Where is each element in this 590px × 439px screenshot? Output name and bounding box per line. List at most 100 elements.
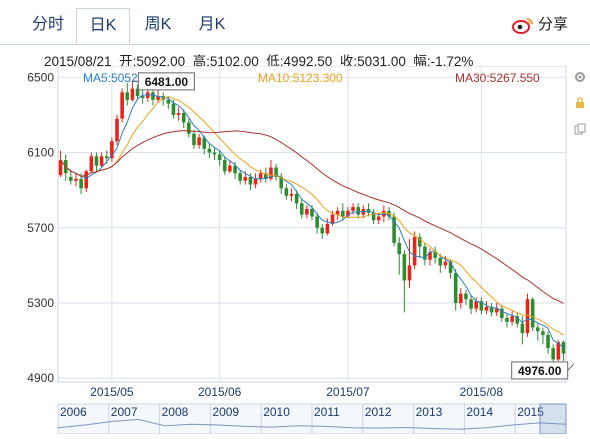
ma10-line — [60, 96, 564, 336]
tab-intraday[interactable]: 分时 — [31, 16, 64, 33]
overview-year-label: 2007 — [111, 405, 138, 419]
candle-down — [551, 348, 555, 360]
candle-up — [494, 308, 499, 313]
kline-chart-area[interactable]: 4900 5300 5700 6100 6500 2015/05 2015/06 2015/0… — [0, 65, 590, 435]
candle-up — [510, 316, 514, 322]
y-tick-label: 5700 — [27, 221, 54, 235]
candle-down — [202, 137, 207, 149]
info-change: 幅:-1.72% — [413, 54, 474, 69]
candle-down — [207, 148, 212, 153]
candle-up — [130, 88, 135, 100]
candle-up — [99, 156, 104, 166]
candle-up — [289, 193, 294, 196]
settings-gear-icon[interactable] — [574, 70, 586, 82]
candle-up — [376, 216, 381, 221]
share-label: 分享 — [537, 16, 568, 33]
candle-up — [120, 92, 124, 119]
tab-weekly-k[interactable]: 周K — [144, 16, 172, 33]
x-month-label: 2015/07 — [326, 385, 370, 399]
x-month-label: 2015/05 — [90, 385, 134, 399]
candle-up — [474, 301, 478, 309]
candle-up — [351, 207, 355, 211]
y-tick-label: 4900 — [27, 371, 54, 385]
info-close: 收:5031.00 — [339, 54, 406, 69]
high-price-label-leader — [132, 80, 139, 82]
candle-down — [279, 176, 284, 189]
candle-up — [156, 96, 160, 100]
candle-up — [484, 306, 489, 311]
overview-year-label: 2010 — [263, 405, 290, 419]
candle-down — [402, 254, 407, 281]
candle-up — [443, 261, 448, 266]
y-tick-label: 5300 — [27, 296, 54, 310]
candle-down — [69, 176, 73, 181]
candle-down — [140, 96, 145, 98]
period-tabs: 分时 日K 周K 月K 分享 — [0, 0, 590, 45]
candle-down — [233, 165, 237, 174]
overview-selection-window — [539, 403, 567, 435]
ma30-line — [60, 130, 564, 304]
candle-up — [556, 342, 561, 360]
overview-year-label: 2011 — [314, 405, 340, 419]
candle-down — [417, 237, 422, 247]
share-button[interactable]: 分享 — [511, 12, 568, 38]
y-tick-label: 6500 — [27, 70, 54, 84]
overview-year-label: 2006 — [60, 405, 87, 419]
lock-icon[interactable] — [574, 96, 586, 108]
x-month-label: 2015/08 — [460, 385, 504, 399]
candle-down — [500, 308, 504, 319]
candle-down — [315, 216, 319, 228]
candle-up — [412, 237, 417, 266]
candle-up — [428, 252, 432, 260]
candle-down — [515, 316, 520, 324]
candle-up — [58, 160, 63, 176]
tab-daily-k[interactable]: 日K — [76, 8, 130, 44]
kline-chart-svg[interactable]: 4900 5300 5700 6100 6500 2015/05 2015/06 2015/0… — [0, 65, 590, 435]
candle-down — [469, 299, 473, 309]
candle-up — [176, 113, 181, 115]
candle-down — [541, 331, 545, 335]
x-month-label: 2015/06 — [198, 385, 242, 399]
candle-up — [335, 210, 340, 215]
candle-down — [433, 252, 437, 258]
candle-down — [217, 154, 222, 161]
copy-icon[interactable] — [574, 122, 586, 135]
overview-year-label: 2009 — [212, 405, 239, 419]
candle-down — [530, 299, 535, 328]
candle-down — [79, 178, 83, 189]
candle-down — [125, 92, 130, 100]
candle-down — [248, 176, 253, 185]
candle-down — [479, 301, 484, 311]
overview-year-label: 2014 — [466, 405, 493, 419]
candle-down — [187, 122, 191, 134]
candle-down — [212, 152, 217, 155]
candle-up — [459, 293, 463, 303]
tab-monthly-k[interactable]: 月K — [198, 16, 226, 33]
low-price-label: 4976.00 — [518, 364, 562, 378]
candle-down — [397, 242, 402, 255]
ma30-legend: MA30:5267.550 — [455, 71, 540, 85]
candle-down — [489, 306, 494, 313]
overview-year-label: 2012 — [365, 405, 392, 419]
candle-down — [423, 246, 427, 260]
high-price-label: 6481.00 — [145, 75, 189, 89]
candle-up — [197, 137, 201, 145]
side-tools — [574, 70, 588, 148]
candle-up — [89, 156, 94, 172]
candle-up — [84, 171, 89, 189]
candle-up — [330, 214, 335, 224]
candle-down — [181, 113, 186, 123]
overview-year-label: 2008 — [162, 405, 189, 419]
overview-line — [57, 418, 567, 430]
candle-down — [371, 212, 376, 221]
candle-down — [561, 342, 566, 354]
ohlc-info-bar: 2015/08/21 开:5092.00 高:5102.00 低:4992.50… — [44, 50, 473, 70]
info-low: 低:4992.50 — [266, 54, 333, 69]
info-date: 2015/08/21 — [44, 54, 112, 69]
candle-down — [151, 92, 155, 100]
info-open: 开:5092.00 — [119, 54, 186, 69]
candle-up — [407, 265, 412, 281]
candle-down — [448, 261, 453, 273]
candle-down — [222, 160, 227, 172]
candle-down — [438, 257, 443, 266]
